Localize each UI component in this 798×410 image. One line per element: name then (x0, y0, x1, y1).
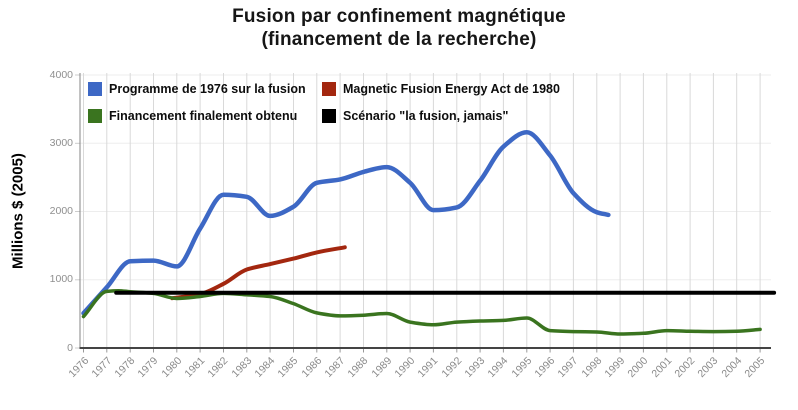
legend-label: Programme de 1976 sur la fusion (109, 82, 306, 96)
y-tick-label: 3000 (49, 136, 73, 149)
chart-title-line1: Fusion par confinement magnétique (232, 6, 566, 27)
legend-swatch-green-icon (88, 109, 102, 123)
y-tick-label: 2000 (49, 205, 73, 217)
y-tick-label: 1000 (49, 273, 73, 286)
legend-item-programme-1976: Programme de 1976 sur la fusion (88, 81, 306, 97)
legend-label: Scénario "la fusion, jamais" (343, 109, 509, 123)
series-line-1 (170, 245, 347, 301)
y-tick-label: 4000 (49, 68, 73, 81)
legend-item-financement-obtenu: Financement finalement obtenu (88, 108, 297, 124)
legend-label: Financement finalement obtenu (109, 109, 298, 123)
legend-item-fusion-jamais: Scénario "la fusion, jamais" (322, 108, 508, 124)
series-line-0 (81, 130, 611, 316)
legend-swatch-black-icon (322, 109, 336, 123)
series-line-2 (81, 288, 762, 336)
legend-item-mfe-act-1980: Magnetic Fusion Energy Act de 1980 (322, 81, 560, 97)
legend-label: Magnetic Fusion Energy Act de 1980 (343, 82, 560, 96)
chart-title: Fusion par confinement magnétique (finan… (0, 5, 798, 51)
chart-title-line2: (financement de la recherche) (261, 29, 537, 50)
legend-swatch-blue-icon (88, 82, 102, 96)
legend-swatch-red-icon (322, 82, 336, 96)
y-tick-label: 0 (67, 341, 73, 354)
